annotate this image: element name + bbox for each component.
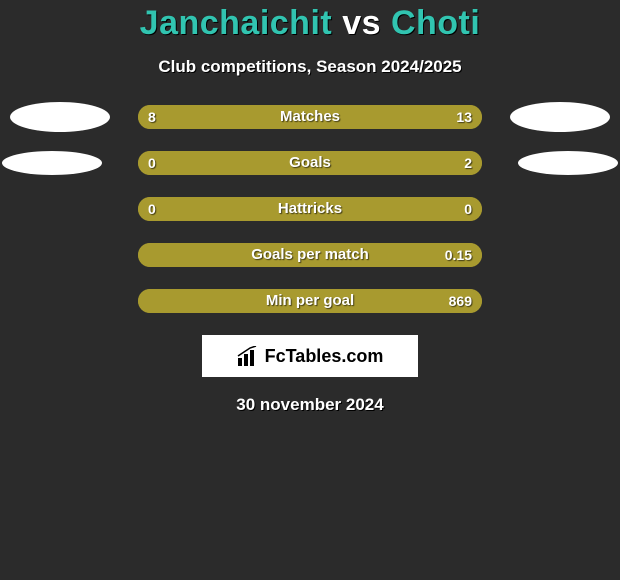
stat-bar: 02Goals (138, 151, 482, 175)
stat-row: 02Goals (0, 151, 620, 175)
stat-row: 869Min per goal (0, 289, 620, 313)
stat-bar: 813Matches (138, 105, 482, 129)
bar-right-fill (138, 243, 482, 267)
stat-right-value: 2 (454, 151, 482, 175)
stat-bar: 00Hattricks (138, 197, 482, 221)
stat-row: 00Hattricks (0, 197, 620, 221)
chart-bars-icon (237, 346, 259, 366)
stat-right-value: 869 (439, 289, 482, 313)
stat-right-value: 0.15 (435, 243, 482, 267)
stat-row: 813Matches (0, 105, 620, 129)
team-badge-left (2, 151, 102, 175)
stats-rows: 813Matches02Goals00Hattricks0.15Goals pe… (0, 105, 620, 313)
footer-logo-text: FcTables.com (265, 346, 384, 367)
stat-right-value: 13 (446, 105, 482, 129)
stat-row: 0.15Goals per match (0, 243, 620, 267)
page-title: Janchaichit vs Choti (0, 4, 620, 43)
stat-right-value: 0 (454, 197, 482, 221)
player2-name: Choti (391, 4, 480, 42)
team-badge-right (510, 102, 610, 132)
stat-bar: 0.15Goals per match (138, 243, 482, 267)
bar-right-fill (138, 289, 482, 313)
comparison-panel: Janchaichit vs Choti Club competitions, … (0, 0, 620, 415)
bar-left-fill (138, 197, 482, 221)
team-badge-left (10, 102, 110, 132)
team-badge-right (518, 151, 618, 175)
footer-date: 30 november 2024 (0, 395, 620, 415)
bar-right-fill (138, 151, 482, 175)
stat-left-value: 8 (138, 105, 166, 129)
vs-text: vs (342, 4, 381, 42)
subtitle: Club competitions, Season 2024/2025 (0, 57, 620, 77)
stat-left-value (138, 289, 158, 313)
player1-name: Janchaichit (140, 4, 333, 42)
stat-left-value: 0 (138, 197, 166, 221)
stat-left-value: 0 (138, 151, 166, 175)
footer-logo: FcTables.com (202, 335, 418, 377)
stat-left-value (138, 243, 158, 267)
stat-bar: 869Min per goal (138, 289, 482, 313)
